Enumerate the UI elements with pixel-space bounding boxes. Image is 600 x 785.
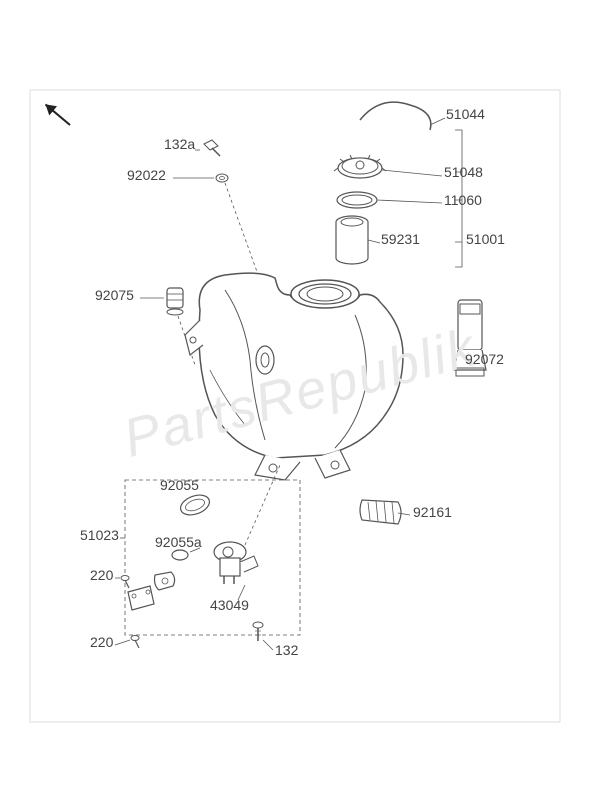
label-132a: 132a	[164, 136, 195, 152]
label-132: 132	[275, 642, 298, 658]
label-51044: 51044	[446, 106, 485, 122]
label-92022: 92022	[127, 167, 166, 183]
label-220-1: 220	[90, 567, 113, 583]
label-92072: 92072	[465, 351, 504, 367]
label-92055a: 92055a	[155, 534, 202, 550]
fuel-tank-body	[185, 273, 403, 480]
label-59231: 59231	[381, 231, 420, 247]
label-51048: 51048	[444, 164, 483, 180]
parts-diagram: PartsRepublik 51044 132a 51048 92022 110…	[0, 0, 600, 785]
label-220-2: 220	[90, 634, 113, 650]
label-51023: 51023	[80, 527, 119, 543]
label-11060: 11060	[444, 192, 482, 208]
label-92161: 92161	[413, 504, 452, 520]
label-51001: 51001	[466, 231, 505, 247]
label-92055: 92055	[160, 477, 199, 493]
diagram-svg	[0, 0, 600, 785]
label-43049: 43049	[210, 597, 249, 613]
label-92075: 92075	[95, 287, 134, 303]
